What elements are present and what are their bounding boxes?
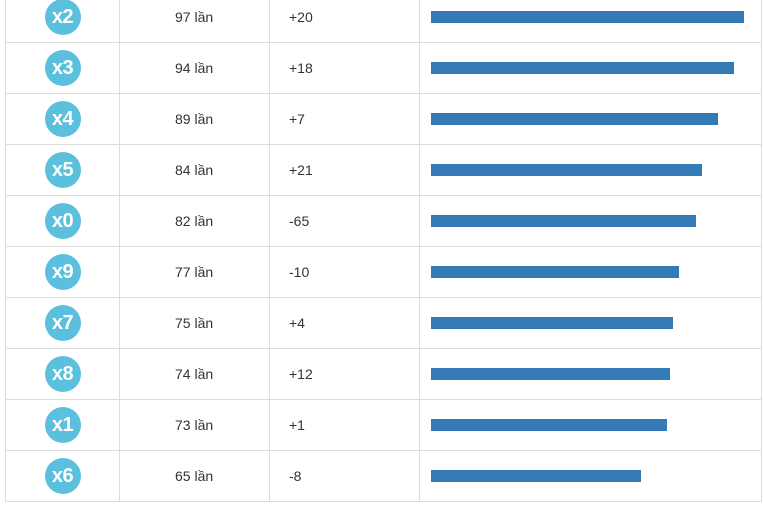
bar-track	[431, 164, 751, 176]
diff-cell: +12	[269, 348, 420, 400]
bar-cell	[419, 450, 762, 502]
frequency-bar	[431, 113, 718, 125]
digit-badge: x8	[44, 356, 81, 392]
digit-badge: x1	[44, 407, 81, 443]
badge-cell: x8	[5, 348, 120, 400]
table-row: x7 75 lần +4	[5, 297, 762, 349]
table-row: x6 65 lần -8	[5, 450, 762, 502]
count-cell: 89 lần	[119, 93, 270, 145]
frequency-bar	[431, 266, 679, 278]
badge-cell: x4	[5, 93, 120, 145]
count-cell: 65 lần	[119, 450, 270, 502]
digit-badge: x6	[44, 458, 81, 494]
diff-cell: -8	[269, 450, 420, 502]
bar-cell	[419, 348, 762, 400]
digit-badge: x5	[44, 152, 81, 188]
count-cell: 74 lần	[119, 348, 270, 400]
table-row: x8 74 lần +12	[5, 348, 762, 400]
diff-cell: +18	[269, 42, 420, 94]
diff-cell: +20	[269, 0, 420, 43]
count-cell: 75 lần	[119, 297, 270, 349]
frequency-bar	[431, 317, 673, 329]
count-cell: 94 lần	[119, 42, 270, 94]
frequency-bar	[431, 62, 734, 74]
bar-cell	[419, 399, 762, 451]
count-cell: 97 lần	[119, 0, 270, 43]
diff-cell: +7	[269, 93, 420, 145]
count-cell: 73 lần	[119, 399, 270, 451]
digit-badge: x2	[44, 0, 81, 35]
count-cell: 77 lần	[119, 246, 270, 298]
badge-cell: x3	[5, 42, 120, 94]
bar-cell	[419, 93, 762, 145]
badge-cell: x7	[5, 297, 120, 349]
frequency-bar	[431, 470, 641, 482]
frequency-bar	[431, 215, 696, 227]
bar-track	[431, 266, 751, 278]
diff-cell: +4	[269, 297, 420, 349]
badge-cell: x9	[5, 246, 120, 298]
count-cell: 82 lần	[119, 195, 270, 247]
badge-cell: x2	[5, 0, 120, 43]
frequency-bar	[431, 419, 667, 431]
digit-badge: x3	[44, 50, 81, 86]
table-row: x3 94 lần +18	[5, 42, 762, 94]
bar-cell	[419, 195, 762, 247]
frequency-bar	[431, 11, 744, 23]
digit-badge: x4	[44, 101, 81, 137]
bar-cell	[419, 0, 762, 43]
digit-badge: x7	[44, 305, 81, 341]
bar-track	[431, 470, 751, 482]
frequency-bar	[431, 368, 670, 380]
badge-cell: x5	[5, 144, 120, 196]
bar-cell	[419, 42, 762, 94]
diff-cell: -65	[269, 195, 420, 247]
badge-cell: x0	[5, 195, 120, 247]
bar-track	[431, 317, 751, 329]
bar-track	[431, 215, 751, 227]
diff-cell: +21	[269, 144, 420, 196]
table-row: x5 84 lần +21	[5, 144, 762, 196]
frequency-table-body: x2 97 lần +20 x3 94 lần +18 x4 89 lần +7…	[5, 0, 762, 502]
frequency-table: x2 97 lần +20 x3 94 lần +18 x4 89 lần +7…	[5, 0, 762, 502]
bar-track	[431, 113, 751, 125]
bar-cell	[419, 144, 762, 196]
table-row: x9 77 lần -10	[5, 246, 762, 298]
diff-cell: -10	[269, 246, 420, 298]
digit-badge: x0	[44, 203, 81, 239]
diff-cell: +1	[269, 399, 420, 451]
badge-cell: x6	[5, 450, 120, 502]
table-row: x1 73 lần +1	[5, 399, 762, 451]
bar-track	[431, 419, 751, 431]
bar-cell	[419, 297, 762, 349]
badge-cell: x1	[5, 399, 120, 451]
frequency-bar	[431, 164, 702, 176]
count-cell: 84 lần	[119, 144, 270, 196]
table-row: x2 97 lần +20	[5, 0, 762, 43]
digit-badge: x9	[44, 254, 81, 290]
table-row: x4 89 lần +7	[5, 93, 762, 145]
bar-cell	[419, 246, 762, 298]
bar-track	[431, 11, 751, 23]
bar-track	[431, 368, 751, 380]
table-row: x0 82 lần -65	[5, 195, 762, 247]
bar-track	[431, 62, 751, 74]
